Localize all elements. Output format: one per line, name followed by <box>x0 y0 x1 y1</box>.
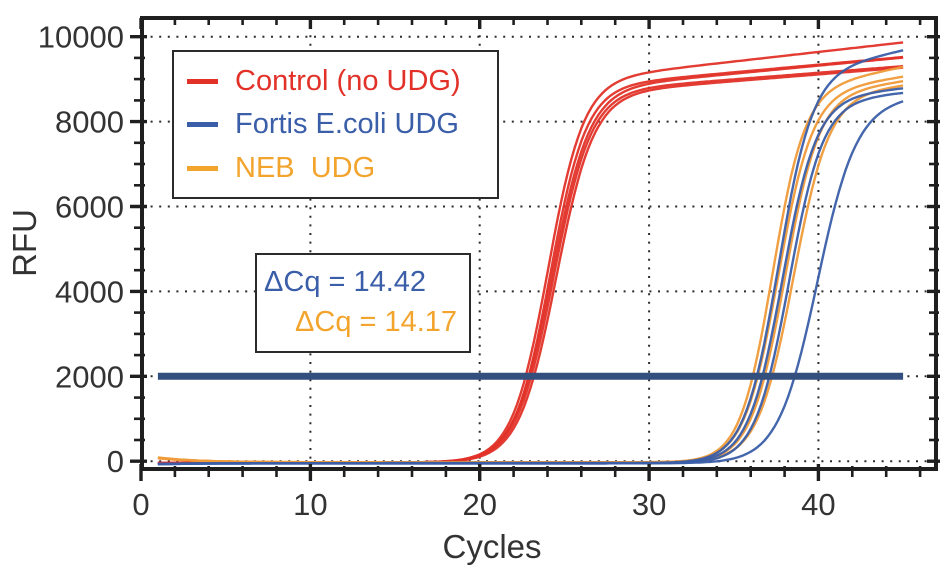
legend-swatch-control <box>187 78 218 84</box>
legend-item-neb: NEB UDG <box>187 151 497 184</box>
legend-label-control: Control (no UDG) <box>235 64 461 97</box>
y-tick-label: 4000 <box>55 274 124 309</box>
y-tick-label: 8000 <box>55 105 124 140</box>
y-axis-title: RFU <box>6 209 43 277</box>
x-tick-label: 30 <box>632 487 666 522</box>
legend-item-fortis: Fortis E.coli UDG <box>187 110 497 139</box>
plot-border <box>140 16 938 471</box>
delta-cq-annotation: ΔCq = 14.42 ΔCq = 14.17 <box>255 253 471 353</box>
legend-label-fortis: Fortis E.coli UDG <box>235 108 459 140</box>
plot-frame <box>140 16 938 471</box>
y-tick-label: 10000 <box>38 20 124 55</box>
x-tick-label: 10 <box>293 487 327 522</box>
y-tick-label: 6000 <box>55 190 124 225</box>
x-axis-title: Cycles <box>442 528 541 565</box>
amplification-curves <box>157 41 904 466</box>
legend: Control (no UDG) Fortis E.coli UDG NEB U… <box>172 50 499 199</box>
axis-ticks <box>130 18 940 481</box>
y-tick-label: 0 <box>107 444 124 479</box>
delta-cq-fortis: ΔCq = 14.42 <box>264 266 427 298</box>
x-tick-label: 20 <box>462 487 496 522</box>
legend-item-control: Control (no UDG) <box>187 64 497 97</box>
tick-labels: 0 10 20 30 40 0 2000 4000 6000 8000 10000 <box>38 20 836 522</box>
legend-swatch-neb <box>187 165 218 171</box>
legend-label-neb: NEB UDG <box>235 151 376 184</box>
legend-swatch-fortis <box>187 122 218 127</box>
curve-fortis-e-coli-udg <box>157 100 904 466</box>
x-tick-label: 40 <box>801 487 835 522</box>
delta-cq-neb: ΔCq = 14.17 <box>295 306 458 339</box>
x-tick-label: 0 <box>132 487 149 522</box>
y-tick-label: 2000 <box>55 359 124 394</box>
